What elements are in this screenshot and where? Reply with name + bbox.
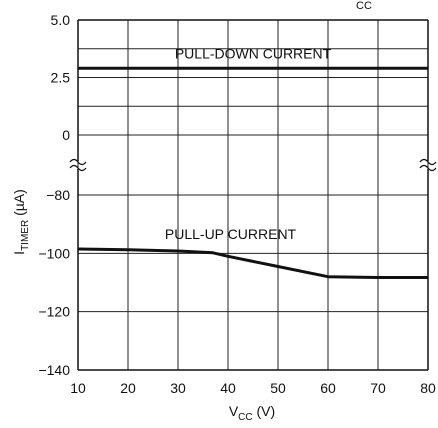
x-tick-label: 60 — [320, 380, 336, 396]
y-axis-label-unit: (µA) — [11, 189, 27, 220]
grid — [77, 19, 429, 371]
y-axis-label-main: I — [11, 251, 27, 255]
series-labels: PULL-DOWN CURRENT PULL-UP CURRENT — [165, 45, 332, 242]
break-mark-left — [69, 164, 87, 172]
series-label-pull-up: PULL-UP CURRENT — [165, 226, 297, 242]
axis-break-marks — [69, 158, 437, 172]
y-tick-label-upper: 2.5 — [51, 70, 71, 86]
x-tick-label: 80 — [420, 380, 436, 396]
x-tick-label: 40 — [220, 380, 236, 396]
title-fragment-text: CC — [356, 0, 372, 12]
break-mark-left — [69, 158, 87, 166]
x-tick-label: 70 — [370, 380, 386, 396]
x-axis-label-unit: (V) — [253, 403, 276, 419]
y-tick-label-lower: −100 — [38, 245, 70, 261]
break-mark-right — [419, 158, 437, 166]
tick-labels: 10 20 30 40 50 60 70 80 5.0 2.5 0 −80 −100 −120 −140 — [38, 12, 436, 396]
y-axis-label-sub: TIMER — [20, 220, 31, 251]
series-layer — [77, 66, 428, 279]
y-axis-label: ITIMER (µA) — [11, 189, 31, 255]
y-tick-label-lower: −140 — [38, 362, 70, 378]
series-label-pull-down: PULL-DOWN CURRENT — [175, 45, 332, 61]
x-axis-label-main: V — [229, 403, 239, 419]
break-mark-right — [419, 164, 437, 172]
x-tick-label: 50 — [270, 380, 286, 396]
y-tick-label-upper: 0 — [62, 127, 70, 143]
series-line-1 — [77, 247, 428, 279]
plot-frame — [77, 19, 429, 371]
x-axis-label-sub: CC — [238, 412, 252, 423]
y-tick-label-lower: −120 — [38, 304, 70, 320]
title-fragment: CC — [356, 0, 372, 12]
x-tick-label: 30 — [170, 380, 186, 396]
y-tick-label-lower: −80 — [46, 187, 70, 203]
x-tick-label: 20 — [120, 380, 136, 396]
y-tick-label-upper: 5.0 — [51, 12, 71, 28]
x-axis-label: VCC (V) — [229, 403, 275, 423]
x-tick-label: 10 — [70, 380, 86, 396]
